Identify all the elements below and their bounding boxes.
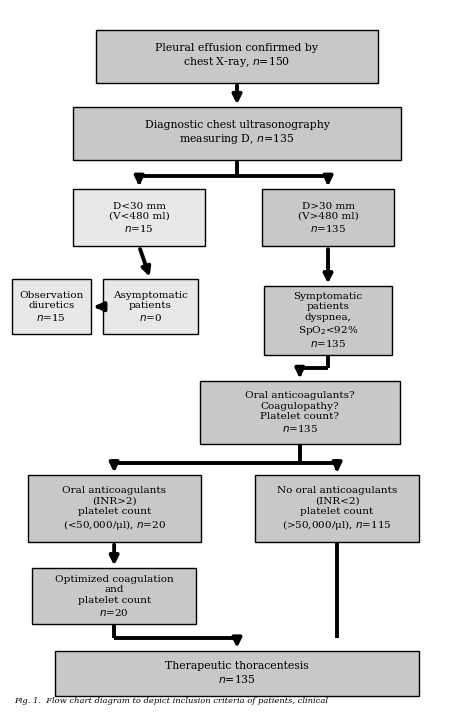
FancyBboxPatch shape [264,286,392,355]
Text: Fig. 1.  Flow chart diagram to depict inclusion criteria of patients, clinical: Fig. 1. Flow chart diagram to depict inc… [14,697,328,705]
Text: Symptomatic
patients
dyspnea,
SpO$_2$<92%
$n$=135: Symptomatic patients dyspnea, SpO$_2$<92… [293,292,363,349]
FancyBboxPatch shape [262,189,394,247]
FancyBboxPatch shape [11,279,91,334]
FancyBboxPatch shape [55,651,419,696]
FancyBboxPatch shape [32,568,196,625]
Text: Optimized coagulation
and
platelet count
$n$=20: Optimized coagulation and platelet count… [55,575,173,617]
Text: Oral anticoagulants?
Coagulopathy?
Platelet count?
$n$=135: Oral anticoagulants? Coagulopathy? Plate… [245,391,355,434]
Text: Diagnostic chest ultrasonography
measuring D, $n$=135: Diagnostic chest ultrasonography measuri… [145,121,329,147]
FancyBboxPatch shape [73,189,205,247]
Text: D>30 mm
(V>480 ml)
$n$=135: D>30 mm (V>480 ml) $n$=135 [298,202,358,234]
FancyBboxPatch shape [96,30,378,82]
Text: Therapeutic thoracentesis
$n$=135: Therapeutic thoracentesis $n$=135 [165,662,309,685]
FancyBboxPatch shape [200,381,400,444]
FancyBboxPatch shape [73,107,401,160]
FancyBboxPatch shape [103,279,198,334]
Text: Pleural effusion confirmed by
chest X-ray, $n$=150: Pleural effusion confirmed by chest X-ra… [155,43,319,69]
Text: Observation
diuretics
$n$=15: Observation diuretics $n$=15 [19,291,83,322]
FancyBboxPatch shape [255,475,419,542]
Text: Asymptomatic
patients
$n$=0: Asymptomatic patients $n$=0 [113,291,188,322]
Text: D<30 mm
(V<480 ml)
$n$=15: D<30 mm (V<480 ml) $n$=15 [109,202,170,234]
Text: Oral anticoagulants
(INR>2)
platelet count
(<50,000/μl), $n$=20: Oral anticoagulants (INR>2) platelet cou… [62,486,166,531]
Text: No oral anticoagulants
(INR<2)
platelet count
(>50,000/μl), $n$=115: No oral anticoagulants (INR<2) platelet … [277,486,397,531]
FancyBboxPatch shape [27,475,201,542]
